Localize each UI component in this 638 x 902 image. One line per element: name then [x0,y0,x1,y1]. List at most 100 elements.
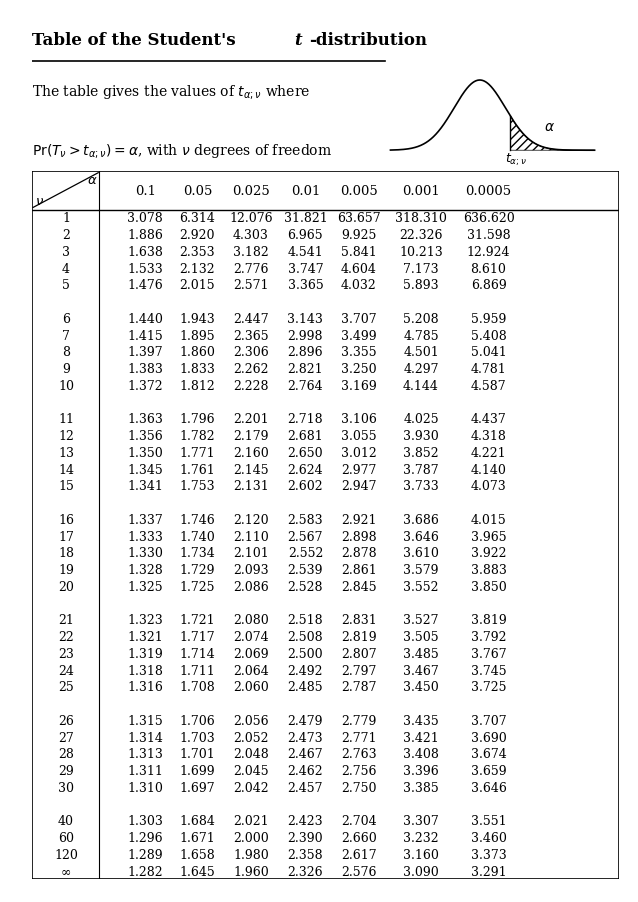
Text: $\alpha$: $\alpha$ [87,174,97,188]
Text: 3.182: 3.182 [233,245,269,259]
Text: 3.106: 3.106 [341,413,377,426]
Text: 10.213: 10.213 [399,245,443,259]
Text: 1.350: 1.350 [128,446,163,459]
Text: 2.896: 2.896 [288,346,323,359]
Text: 1.345: 1.345 [128,463,163,476]
Text: The table gives the values of $t_{\alpha;\nu}$ where: The table gives the values of $t_{\alpha… [32,83,310,100]
Text: 1.708: 1.708 [179,681,215,694]
Text: 2.977: 2.977 [341,463,376,476]
Text: 31.821: 31.821 [283,212,327,226]
Text: -distribution: -distribution [309,32,427,49]
Text: 2.821: 2.821 [288,363,323,376]
Text: 4.297: 4.297 [403,363,439,376]
Text: 1.313: 1.313 [127,748,163,760]
Text: 2.500: 2.500 [288,647,323,660]
Text: 5.893: 5.893 [403,279,439,292]
Text: 1.812: 1.812 [179,380,215,392]
Text: 2.101: 2.101 [233,547,269,560]
Text: 1: 1 [62,212,70,226]
Text: 27: 27 [58,731,74,744]
Text: 0.01: 0.01 [291,184,320,198]
Text: 9: 9 [62,363,70,376]
Text: 0.1: 0.1 [135,184,156,198]
Text: 2.998: 2.998 [288,329,323,342]
Text: 2.704: 2.704 [341,815,376,827]
Text: 3.767: 3.767 [471,647,507,660]
Text: 20: 20 [58,580,74,594]
Text: 2.132: 2.132 [180,262,215,275]
Text: 3.527: 3.527 [403,613,439,627]
Text: 3.725: 3.725 [471,681,507,694]
Text: ∞: ∞ [61,865,71,878]
Text: 2.787: 2.787 [341,681,376,694]
Text: 2.060: 2.060 [233,681,269,694]
Text: 2.576: 2.576 [341,865,376,878]
Text: 3.552: 3.552 [403,580,439,594]
Text: 2.492: 2.492 [288,664,323,676]
Text: 2.052: 2.052 [233,731,269,744]
Text: 2.326: 2.326 [288,865,323,878]
Text: $t_{\alpha;\nu}$: $t_{\alpha;\nu}$ [505,152,527,168]
Text: 2.045: 2.045 [233,764,269,778]
Text: 2.120: 2.120 [233,513,269,526]
Text: 3.707: 3.707 [471,714,507,727]
Text: 1.330: 1.330 [127,547,163,560]
Text: 3.690: 3.690 [471,731,507,744]
Text: 3.610: 3.610 [403,547,439,560]
Text: 2: 2 [62,229,70,242]
Text: 1.372: 1.372 [128,380,163,392]
Text: 1.860: 1.860 [179,346,216,359]
Text: t: t [293,32,301,49]
Text: 2.921: 2.921 [341,513,376,526]
Text: 3.307: 3.307 [403,815,439,827]
Text: 3.792: 3.792 [471,630,507,643]
Text: 2.518: 2.518 [288,613,323,627]
Text: 4.303: 4.303 [233,229,269,242]
Text: 1.706: 1.706 [179,714,215,727]
Text: 2.861: 2.861 [341,564,376,576]
Text: 1.711: 1.711 [179,664,215,676]
Text: 2.056: 2.056 [233,714,269,727]
Text: 4.015: 4.015 [471,513,507,526]
Text: 12.924: 12.924 [467,245,510,259]
Text: 4.501: 4.501 [403,346,439,359]
Text: 14: 14 [58,463,74,476]
Text: 7.173: 7.173 [403,262,439,275]
Text: 18: 18 [58,547,74,560]
Text: 1.321: 1.321 [128,630,163,643]
Text: 2.624: 2.624 [288,463,323,476]
Text: 2.201: 2.201 [233,413,269,426]
Text: 4.604: 4.604 [341,262,377,275]
Text: 1.753: 1.753 [180,480,215,492]
Text: 2.528: 2.528 [288,580,323,594]
Text: 1.303: 1.303 [127,815,163,827]
Text: 3.450: 3.450 [403,681,439,694]
Text: 0.005: 0.005 [340,184,378,198]
Text: 2.681: 2.681 [288,429,323,443]
Text: 6.965: 6.965 [288,229,323,242]
Text: 1.645: 1.645 [179,865,215,878]
Text: 3.250: 3.250 [341,363,376,376]
Text: 16: 16 [58,513,74,526]
Text: 3.485: 3.485 [403,647,439,660]
Text: 3.467: 3.467 [403,664,439,676]
Text: 2.080: 2.080 [233,613,269,627]
Text: 2.947: 2.947 [341,480,376,492]
Text: 3.408: 3.408 [403,748,439,760]
Text: 2.718: 2.718 [288,413,323,426]
Text: 1.796: 1.796 [180,413,215,426]
Text: 3.355: 3.355 [341,346,376,359]
Text: 2.508: 2.508 [288,630,323,643]
Text: 3.499: 3.499 [341,329,376,342]
Text: 21: 21 [58,613,74,627]
Text: 2.552: 2.552 [288,547,323,560]
Text: 2.539: 2.539 [288,564,323,576]
Text: 1.895: 1.895 [180,329,215,342]
Text: 2.262: 2.262 [233,363,269,376]
Text: 5.041: 5.041 [471,346,507,359]
Text: 1.415: 1.415 [128,329,163,342]
Text: 60: 60 [58,831,74,844]
Text: 1.740: 1.740 [179,530,215,543]
Text: 40: 40 [58,815,74,827]
Text: 1.440: 1.440 [127,313,163,326]
